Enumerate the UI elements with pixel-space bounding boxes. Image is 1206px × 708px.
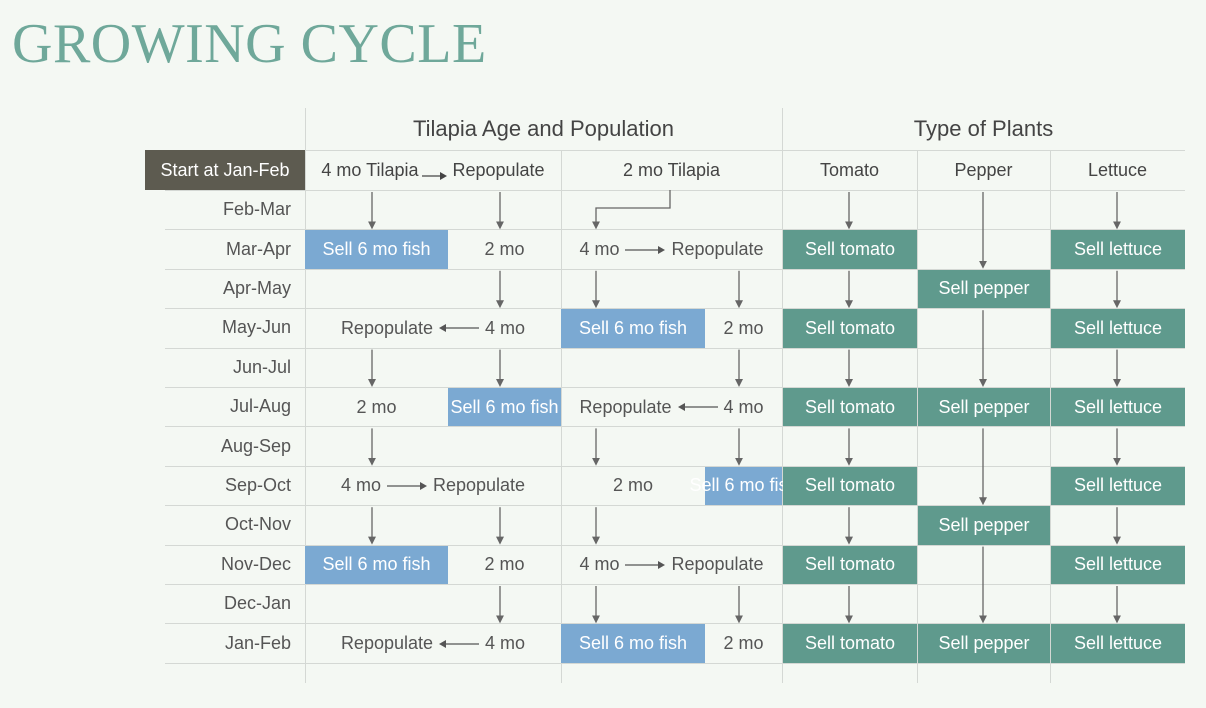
arrow-left-icon	[439, 323, 480, 333]
row-label: Feb-Mar	[222, 199, 291, 220]
sell-lettuce-cell: Sell lettuce	[1051, 388, 1185, 427]
sell-pepper-cell: Sell pepper	[918, 624, 1050, 663]
grid-line	[165, 426, 1185, 428]
column-header-tomato: Tomato	[819, 159, 880, 180]
grid-line	[1050, 150, 1051, 683]
arrow-left-icon	[677, 402, 718, 412]
sell-fish-cell: Sell 6 mo fish	[689, 466, 798, 506]
grid-line	[165, 544, 1185, 546]
two-mo-cell: 2 mo	[356, 396, 397, 417]
two-mo-cell: 2 mo	[612, 475, 654, 496]
group-header-plants: Type of Plants	[913, 116, 1054, 141]
repopulate-from-4mo-cell: Repopulate 4 mo	[305, 624, 561, 662]
grid-line	[165, 229, 1185, 231]
grid-line	[165, 662, 1185, 664]
sell-lettuce-cell: Sell lettuce	[1051, 466, 1185, 506]
four-mo-to-repopulate-cell: 4 mo Repopulate	[561, 546, 782, 584]
sell-fish-cell: Sell 6 mo fish	[561, 309, 705, 348]
row-label: Nov-Dec	[220, 553, 291, 574]
four-mo-label: 4 mo	[485, 317, 526, 338]
start-label: Start at Jan-Feb	[145, 150, 305, 190]
repopulate-label: Repopulate	[671, 554, 764, 575]
grid-line	[561, 150, 562, 683]
sell-tomato-cell: Sell tomato	[783, 230, 917, 269]
sell-tomato-cell: Sell tomato	[783, 309, 917, 348]
four-mo-to-repopulate-cell: 4 mo Repopulate	[305, 467, 561, 505]
arrow-right-icon	[625, 560, 666, 570]
repopulate-label: Repopulate	[340, 633, 434, 654]
sell-tomato-cell: Sell tomato	[783, 545, 917, 584]
sell-tomato-cell: Sell tomato	[783, 624, 917, 663]
sell-tomato-cell: Sell tomato	[783, 388, 917, 427]
grid-line	[165, 347, 1185, 349]
sell-lettuce-cell: Sell lettuce	[1051, 309, 1185, 348]
column-header-4mo-repopulate: 4 mo Tilapia Repopulate	[305, 150, 561, 190]
four-mo-label: 4 mo	[485, 633, 526, 654]
repopulate-label: Repopulate	[340, 317, 434, 338]
sell-lettuce-cell: Sell lettuce	[1051, 230, 1185, 269]
grid-line	[782, 108, 783, 683]
grid-line	[165, 268, 1185, 270]
col-repopulate-label: Repopulate	[452, 159, 545, 180]
row-label: Mar-Apr	[225, 238, 291, 259]
grid-line	[165, 623, 1185, 625]
sell-fish-cell: Sell 6 mo fish	[448, 388, 561, 427]
row-label: May-Jun	[221, 317, 291, 338]
page-title: GROWING CYCLE	[12, 13, 487, 75]
row-label: Oct-Nov	[224, 514, 291, 535]
grid-line	[165, 308, 1185, 310]
row-label: Sep-Oct	[224, 474, 291, 495]
four-mo-to-repopulate-cell: 4 mo Repopulate	[561, 230, 782, 268]
repopulate-from-4mo-cell: Repopulate 4 mo	[561, 388, 782, 426]
grid-line	[165, 584, 1185, 585]
column-header-lettuce: Lettuce	[1087, 159, 1148, 180]
arrow-right-icon	[625, 245, 666, 255]
sell-fish-cell: Sell 6 mo fish	[561, 624, 705, 663]
row-label: Jan-Feb	[224, 632, 291, 653]
two-mo-cell: 2 mo	[723, 633, 764, 654]
four-mo-label: 4 mo	[340, 475, 381, 496]
column-header-pepper: Pepper	[954, 159, 1013, 180]
sell-pepper-cell: Sell pepper	[918, 388, 1050, 427]
sell-lettuce-cell: Sell lettuce	[1051, 545, 1185, 584]
four-mo-label: 4 mo	[579, 239, 620, 260]
arrow-right-icon	[386, 481, 427, 491]
two-mo-cell: 2 mo	[484, 554, 525, 575]
sell-pepper-cell: Sell pepper	[918, 506, 1050, 545]
sell-fish-cell: Sell 6 mo fish	[305, 230, 448, 269]
row-label: Dec-Jan	[223, 593, 291, 614]
sell-tomato-cell: Sell tomato	[783, 466, 917, 506]
grid-line	[917, 150, 918, 683]
repopulate-label: Repopulate	[432, 475, 526, 496]
repopulate-label: Repopulate	[579, 396, 672, 417]
grid-line	[165, 190, 1185, 191]
two-mo-cell: 2 mo	[484, 239, 525, 260]
grid-line	[165, 465, 1185, 467]
row-label: Jun-Jul	[232, 356, 291, 377]
sell-fish-cell: Sell 6 mo fish	[305, 545, 448, 584]
four-mo-label: 4 mo	[723, 396, 764, 417]
grid-line	[305, 108, 306, 683]
two-mo-cell: 2 mo	[723, 317, 764, 338]
grid-line	[165, 505, 1185, 507]
arrow-left-icon	[439, 639, 480, 649]
four-mo-label: 4 mo	[579, 554, 620, 575]
repopulate-label: Repopulate	[671, 239, 764, 260]
repopulate-from-4mo-cell: Repopulate 4 mo	[305, 309, 561, 347]
group-header-tilapia: Tilapia Age and Population	[413, 116, 674, 141]
arrow-right-icon	[422, 165, 448, 180]
col-4mo-label: 4 mo Tilapia	[321, 159, 419, 180]
sell-pepper-cell: Sell pepper	[918, 269, 1050, 309]
row-label: Aug-Sep	[220, 435, 291, 456]
grid-line	[305, 150, 1185, 151]
column-header-2mo: 2 mo Tilapia	[622, 159, 721, 180]
grid-line	[165, 387, 1185, 388]
row-label: Apr-May	[222, 277, 291, 298]
sell-lettuce-cell: Sell lettuce	[1051, 624, 1185, 663]
row-label: Jul-Aug	[229, 396, 291, 417]
